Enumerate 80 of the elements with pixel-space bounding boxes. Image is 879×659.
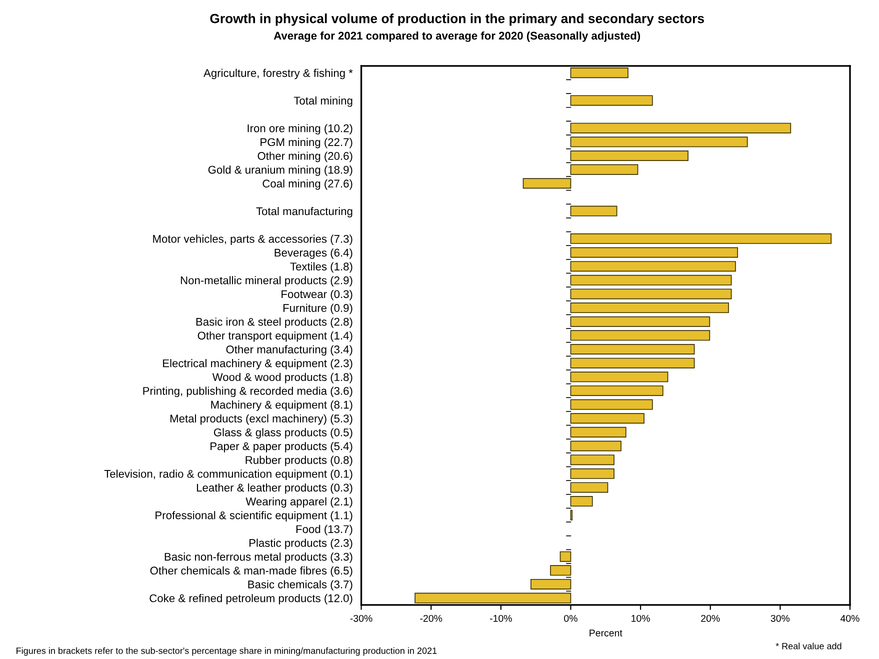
bar: [560, 551, 572, 562]
y-tick-label: Television, radio & communication equipment (0.1): [104, 470, 352, 480]
bar: [570, 164, 638, 175]
bar: [570, 454, 614, 466]
y-tick-label: Basic iron & steel products (2.8): [196, 318, 352, 328]
y-tick-label: Metal products (excl machinery) (5.3): [170, 414, 352, 425]
bar: [570, 372, 668, 382]
y-tick-label: Motor vehicles, parts & accessories (7.3): [153, 234, 352, 246]
y-tick-label: Basic non-ferrous metal products (3.3): [164, 552, 352, 563]
bar: [570, 468, 614, 479]
bar: [570, 302, 729, 314]
y-tick-label: Textiles (1.8): [290, 262, 352, 273]
y-tick-label: Coke & refined petroleum products (12.0): [150, 594, 352, 604]
y-tick-label: Iron ore mining (10.2): [248, 124, 352, 134]
y-tick-label: Gold & uranium mining (18.9): [208, 166, 352, 176]
y-tick-label: Printing, publishing & recorded media (3.6): [143, 386, 352, 398]
y-tick-label: Other chemicals & man-made fibres (6.5): [150, 566, 352, 577]
y-tick-label: Footwear (0.3): [282, 290, 352, 300]
bar: [530, 578, 572, 590]
bar: [570, 440, 622, 452]
x-tick-label: -30%: [350, 614, 372, 622]
y-tick-label: Other mining (20.6): [258, 152, 352, 162]
bar: [414, 592, 572, 604]
bar: [570, 344, 695, 355]
x-axis-title: Percent: [590, 630, 622, 636]
y-tick-label: Electrical machinery & equipment (2.3): [163, 359, 352, 370]
bar: [570, 316, 710, 327]
bar: [570, 330, 710, 341]
x-tick-label: -10%: [490, 614, 512, 622]
y-tick-label: PGM mining (22.7): [260, 138, 352, 148]
bar: [570, 426, 626, 438]
bar: [570, 399, 653, 410]
y-tick-label: Rubber products (0.8): [246, 456, 352, 466]
x-tick-label: 40%: [840, 614, 860, 622]
bar: [570, 136, 748, 148]
bar: [570, 261, 736, 272]
bar: [570, 247, 738, 258]
x-tick-label: 10%: [632, 614, 650, 622]
bar: [570, 482, 608, 493]
y-tick-label: Leather & leather products (0.3): [196, 483, 352, 494]
bar: [570, 385, 664, 396]
y-tick-label: Food (13.7): [296, 524, 352, 536]
x-tick-label: 20%: [701, 614, 720, 622]
y-tick-label: Professional & scientific equipment (1.1): [156, 511, 352, 522]
y-tick-label: Total manufacturing: [256, 207, 352, 218]
bar: [570, 206, 618, 216]
y-tick-label: Wood & wood products (1.8): [212, 372, 352, 384]
y-tick-label: Plastic products (2.3): [249, 538, 352, 550]
x-tick-label: 0%: [564, 614, 578, 622]
y-tick-label: Machinery & equipment (8.1): [211, 400, 352, 411]
y-tick-label: Coal mining (27.6): [262, 179, 352, 190]
y-tick-label: Furniture (0.9): [283, 304, 352, 314]
bar: [570, 150, 688, 161]
y-tick-label: Glass & glass products (0.5): [214, 428, 352, 439]
y-tick-label: Agriculture, forestry & fishing *: [204, 68, 353, 80]
bar: [570, 233, 832, 244]
y-tick-label: Total mining: [294, 96, 352, 107]
bar: [570, 358, 695, 368]
text: * Real value add: [776, 642, 842, 650]
bar: [570, 68, 628, 78]
bar: [570, 496, 593, 507]
y-tick-label: Paper & paper products (5.4): [210, 442, 352, 452]
y-tick-label: Wearing apparel (2.1): [246, 497, 352, 508]
text: Figures in brackets refer to the sub-sector's percentage share in mining/manufacturing production in 2021: [16, 647, 437, 656]
x-tick-label: 30%: [770, 614, 790, 622]
bar: [570, 288, 732, 300]
chart-title: Growth in physical volume of production in the primary and secondary sectors: [210, 14, 704, 26]
y-tick-label: Non-metallic mineral products (2.9): [180, 276, 352, 286]
y-tick-label: Other transport equipment (1.4): [198, 331, 352, 342]
bar: [570, 413, 644, 424]
y-tick-label: Beverages (6.4): [274, 248, 352, 259]
y-tick-label: Other manufacturing (3.4): [226, 345, 352, 356]
bar: [570, 122, 792, 134]
y-tick-label: Basic chemicals (3.7): [248, 580, 352, 591]
bar: [570, 274, 732, 286]
bar: [570, 95, 653, 106]
x-tick-label: -20%: [420, 614, 442, 622]
bar: [550, 565, 572, 576]
bar: [522, 178, 572, 189]
chart-subtitle: Average for 2021 compared to average for 2020 (Seasonally adjusted): [274, 31, 640, 42]
